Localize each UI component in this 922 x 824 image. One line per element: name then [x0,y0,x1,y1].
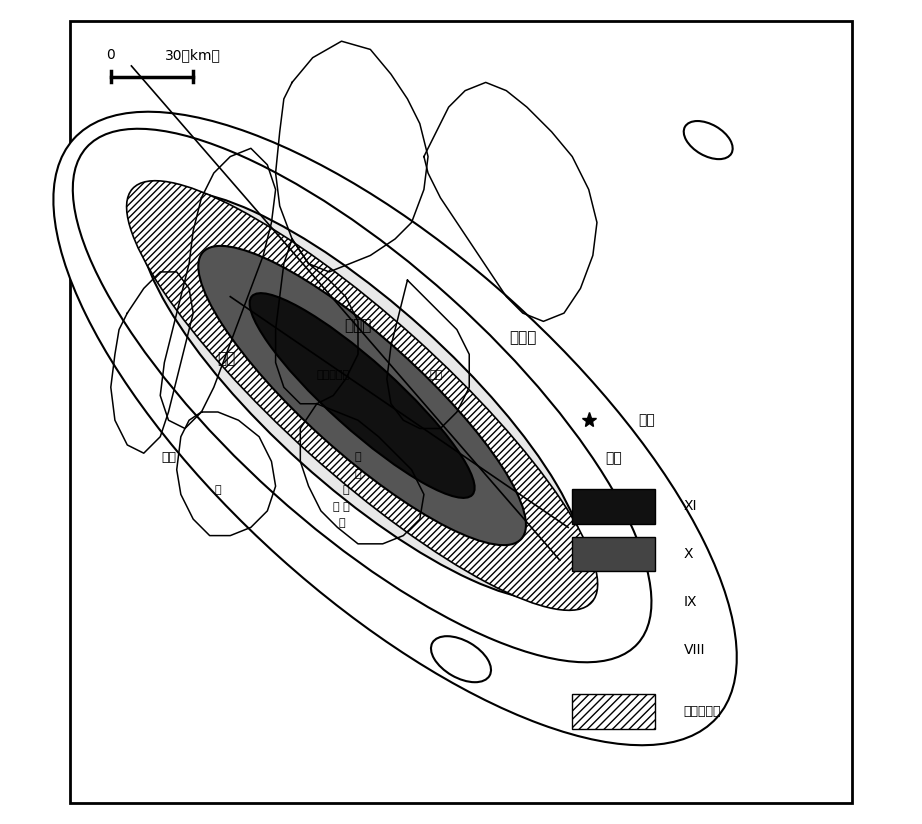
Text: 北川羌族自: 北川羌族自 [317,370,349,380]
Ellipse shape [250,293,475,498]
Text: 州 市: 州 市 [333,502,349,512]
Text: 茂县: 茂县 [217,351,235,366]
Text: 市: 市 [215,485,221,495]
Bar [573,536,655,571]
Ellipse shape [139,191,585,600]
Ellipse shape [126,180,597,611]
Text: 青川县: 青川县 [509,330,537,345]
Text: 30（km）: 30（km） [165,48,221,62]
Text: 烈度: 烈度 [605,452,622,466]
Ellipse shape [684,121,733,159]
Text: 安县: 安县 [430,370,443,380]
Text: IX: IX [683,595,697,609]
Text: VIII: VIII [683,643,705,657]
Text: 市: 市 [338,518,345,528]
Ellipse shape [73,129,652,662]
Ellipse shape [126,180,597,611]
Text: 竹: 竹 [355,452,361,462]
Text: XI: XI [683,499,697,513]
Bar [573,695,655,729]
Text: X: X [683,547,693,561]
Text: 绵州: 绵州 [161,451,176,464]
Ellipse shape [431,636,491,682]
Ellipse shape [53,112,737,745]
Text: 震中: 震中 [638,414,655,427]
Text: 0: 0 [106,48,115,62]
Text: 市: 市 [355,469,361,479]
Text: 本文研究区: 本文研究区 [683,705,721,719]
Text: 都: 都 [342,485,349,495]
Text: 平武县: 平武县 [344,318,372,333]
Ellipse shape [198,246,526,545]
Bar [573,489,655,523]
